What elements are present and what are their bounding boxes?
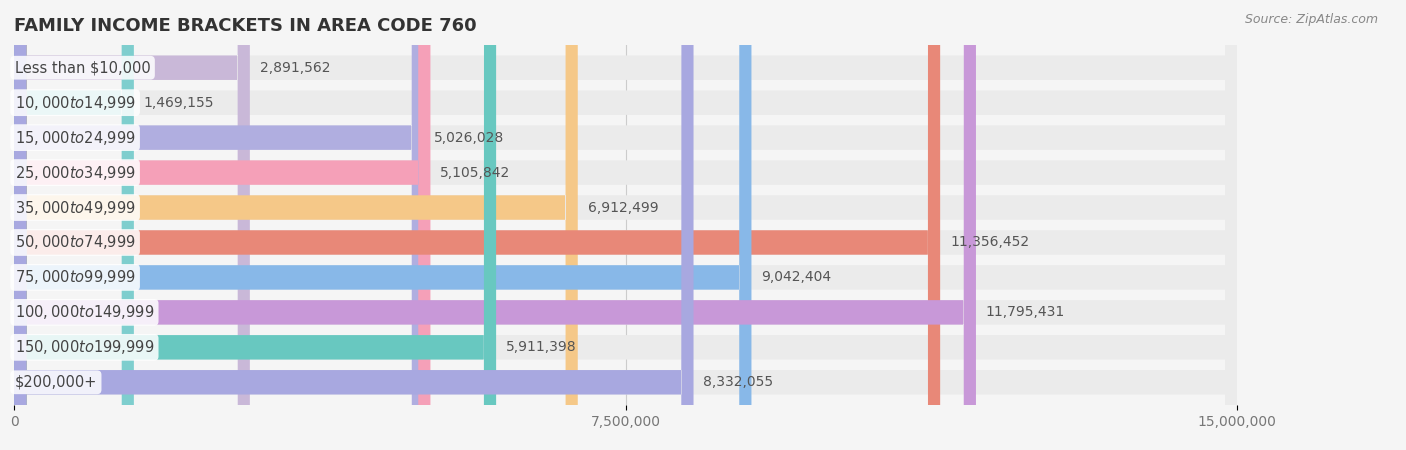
FancyBboxPatch shape bbox=[14, 0, 134, 450]
FancyBboxPatch shape bbox=[14, 0, 496, 450]
Text: 5,105,842: 5,105,842 bbox=[440, 166, 510, 180]
FancyBboxPatch shape bbox=[14, 0, 1237, 450]
Text: Less than $10,000: Less than $10,000 bbox=[14, 60, 150, 75]
FancyBboxPatch shape bbox=[14, 0, 941, 450]
FancyBboxPatch shape bbox=[14, 0, 1237, 450]
FancyBboxPatch shape bbox=[14, 0, 751, 450]
Text: 9,042,404: 9,042,404 bbox=[761, 270, 831, 284]
FancyBboxPatch shape bbox=[14, 0, 250, 450]
FancyBboxPatch shape bbox=[14, 0, 1237, 450]
Text: 8,332,055: 8,332,055 bbox=[703, 375, 773, 389]
Text: 11,356,452: 11,356,452 bbox=[950, 235, 1029, 249]
Text: 6,912,499: 6,912,499 bbox=[588, 201, 658, 215]
FancyBboxPatch shape bbox=[14, 0, 578, 450]
FancyBboxPatch shape bbox=[14, 0, 1237, 450]
Text: $10,000 to $14,999: $10,000 to $14,999 bbox=[14, 94, 135, 112]
Text: 11,795,431: 11,795,431 bbox=[986, 306, 1064, 320]
Text: 1,469,155: 1,469,155 bbox=[143, 96, 214, 110]
FancyBboxPatch shape bbox=[14, 0, 1237, 450]
FancyBboxPatch shape bbox=[14, 0, 425, 450]
FancyBboxPatch shape bbox=[14, 0, 1237, 450]
Text: $150,000 to $199,999: $150,000 to $199,999 bbox=[14, 338, 155, 356]
Text: 5,911,398: 5,911,398 bbox=[506, 340, 576, 354]
Text: 2,891,562: 2,891,562 bbox=[260, 61, 330, 75]
Text: $75,000 to $99,999: $75,000 to $99,999 bbox=[14, 269, 135, 287]
FancyBboxPatch shape bbox=[14, 0, 693, 450]
Text: FAMILY INCOME BRACKETS IN AREA CODE 760: FAMILY INCOME BRACKETS IN AREA CODE 760 bbox=[14, 17, 477, 35]
FancyBboxPatch shape bbox=[14, 0, 1237, 450]
FancyBboxPatch shape bbox=[14, 0, 976, 450]
Text: $200,000+: $200,000+ bbox=[14, 375, 97, 390]
Text: 5,026,028: 5,026,028 bbox=[433, 130, 503, 144]
Text: $15,000 to $24,999: $15,000 to $24,999 bbox=[14, 129, 135, 147]
Text: Source: ZipAtlas.com: Source: ZipAtlas.com bbox=[1244, 14, 1378, 27]
Text: $35,000 to $49,999: $35,000 to $49,999 bbox=[14, 198, 135, 216]
FancyBboxPatch shape bbox=[14, 0, 1237, 450]
FancyBboxPatch shape bbox=[14, 0, 1237, 450]
FancyBboxPatch shape bbox=[14, 0, 1237, 450]
Text: $25,000 to $34,999: $25,000 to $34,999 bbox=[14, 163, 135, 181]
FancyBboxPatch shape bbox=[14, 0, 430, 450]
Text: $50,000 to $74,999: $50,000 to $74,999 bbox=[14, 234, 135, 252]
Text: $100,000 to $149,999: $100,000 to $149,999 bbox=[14, 303, 155, 321]
